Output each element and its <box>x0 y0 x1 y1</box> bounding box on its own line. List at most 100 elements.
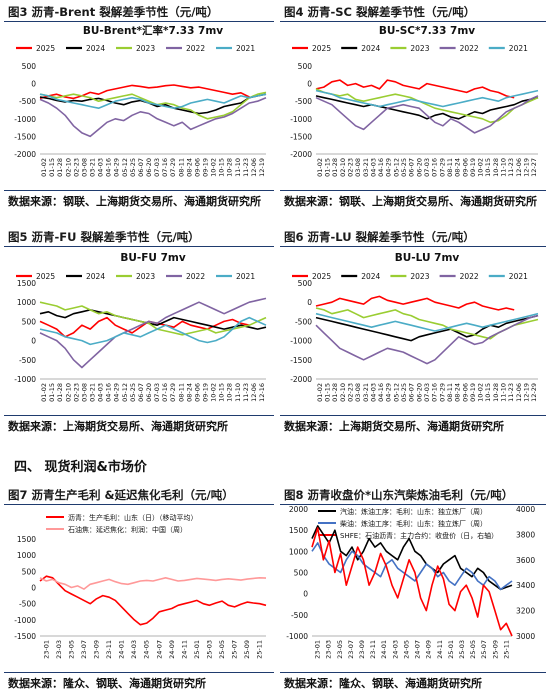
x-tick-label: 05-25 <box>129 158 137 177</box>
legend-label: 2024 <box>361 44 380 53</box>
x-tick-label: 08-11 <box>177 383 185 402</box>
x-tick-label: 24-01 <box>380 640 388 659</box>
source-note: 数据来源：钢联、上海期货交易所、海通期货研究所 <box>284 195 537 208</box>
legend-label: 2021 <box>236 44 255 53</box>
x-tick-label: 25-01 <box>193 640 201 659</box>
y-tick-label: -1000 <box>286 632 308 641</box>
chart-asphalt-margin: 沥青：生产毛利：山东（日）（移动平均） 石油焦：延迟焦化：利润：中国（周） 1500… <box>14 513 267 659</box>
x-tick-label: 12-06 <box>250 158 258 177</box>
x-tick-label: 24-03 <box>130 640 138 659</box>
x-tick-label: 23-07 <box>347 640 355 659</box>
src1-rule <box>4 190 274 191</box>
x-tick-label: 02-10 <box>339 158 347 177</box>
x-tick-label: 11-23 <box>507 158 515 177</box>
x-tick-label: 04-03 <box>97 158 105 177</box>
fig6-label: 图6 沥青-LU 裂解差季节性（元/吨） <box>284 230 475 244</box>
x-tick-label: 24-07 <box>155 640 163 659</box>
x-tick-label: 03-21 <box>362 383 370 402</box>
x-tick-label: 09-19 <box>469 158 477 177</box>
x-tick-label: 02-10 <box>64 158 72 177</box>
x-tick-label: 05-25 <box>400 158 408 177</box>
y-tick-label: -500 <box>295 317 312 326</box>
series-line-2023 <box>39 91 267 120</box>
y-tick-label: 500 <box>22 62 37 71</box>
x-tick-label: 10-28 <box>226 158 234 177</box>
legend-label: 2021 <box>236 272 255 281</box>
fig7-rule <box>4 504 274 505</box>
x-tick-label: 12-06 <box>515 158 523 177</box>
series-line-2021 <box>39 316 267 346</box>
legend-label: 2022 <box>186 44 205 53</box>
series-line-2022 <box>315 314 539 365</box>
x-tick-label: 01-02 <box>40 383 48 402</box>
x-tick-label: 11-10 <box>500 158 508 177</box>
x-tick-label: 05-12 <box>121 158 129 177</box>
src4-rule <box>280 415 546 416</box>
x-tick-label: 10-02 <box>477 158 485 177</box>
x-tick-label: 12-27 <box>530 158 538 177</box>
x-tick-label: 25-11 <box>502 640 510 659</box>
y-tick-label: -1000 <box>14 616 36 625</box>
x-tick-label: 24-03 <box>391 640 399 659</box>
y2-tick-label: 3800 <box>516 530 535 539</box>
series-line-2025 <box>315 79 515 99</box>
x-tick-label: 10-15 <box>218 158 226 177</box>
x-tick-label: 01-28 <box>56 158 64 177</box>
x-tick-label: 12-06 <box>515 383 523 402</box>
x-tick-label: 01-28 <box>331 158 339 177</box>
y-tick-label: -2000 <box>290 375 312 384</box>
y-tick-label: -1000 <box>14 375 36 384</box>
x-tick-label: 05-12 <box>392 383 400 402</box>
y2-tick-label: 3400 <box>516 581 535 590</box>
x-tick-label: 04-16 <box>105 158 113 177</box>
x-tick-label: 25-09 <box>491 640 499 659</box>
x-tick-label: 07-16 <box>431 383 439 402</box>
y-tick-label: 500 <box>22 317 37 326</box>
x-tick-label: 09-19 <box>201 383 209 402</box>
y-tick-label: -1500 <box>290 356 312 365</box>
fig5-rule <box>4 246 274 247</box>
x-tick-label: 25-05 <box>469 640 477 659</box>
y2-tick-label: 3600 <box>516 556 535 565</box>
series-line-2021 <box>315 89 539 108</box>
legend-label: 2023 <box>410 272 429 281</box>
chart-title: BU-Brent*汇率*7.33 7mv <box>83 24 223 37</box>
legend-label: 2023 <box>136 44 155 53</box>
chart-bu-brent: BU-Brent*汇率*7.33 7mv 2025 2024 2023 2022 2021… <box>14 24 267 177</box>
x-tick-label: 01-02 <box>316 383 324 402</box>
y-tick-label: 1000 <box>289 547 308 556</box>
series-line-2025 <box>39 316 250 338</box>
series-line-2022 <box>39 96 267 138</box>
y-tick-label: 0 <box>31 337 36 346</box>
x-tick-label: 03-08 <box>80 158 88 177</box>
fig3-rule <box>4 21 274 22</box>
legend-label: 2024 <box>86 272 105 281</box>
series-line- <box>39 577 267 590</box>
y-tick-label: 500 <box>294 569 309 578</box>
x-tick-label: 01-15 <box>48 383 56 402</box>
x-tick-label: 06-20 <box>145 158 153 177</box>
series-line-2022 <box>315 95 539 134</box>
legend-label: 2025 <box>36 44 55 53</box>
y-tick-label: 2000 <box>289 505 308 514</box>
x-tick-label: 23-03 <box>325 640 333 659</box>
series-line- <box>311 542 513 591</box>
legend-label: 石油焦：延迟焦化：利润：中国（周） <box>68 525 187 534</box>
x-tick-label: 24-11 <box>436 640 444 659</box>
src3-rule <box>4 415 274 416</box>
x-tick-label: 12-16 <box>258 383 266 402</box>
x-tick-label: 02-10 <box>64 383 72 402</box>
series-line-2021 <box>315 312 539 332</box>
x-tick-label: 01-02 <box>316 158 324 177</box>
x-tick-label: 04-16 <box>105 383 113 402</box>
x-tick-label: 04-29 <box>385 383 393 402</box>
y-tick-label: -1000 <box>290 115 312 124</box>
x-tick-label: 07-29 <box>169 158 177 177</box>
x-tick-label: 10-28 <box>492 383 500 402</box>
y-tick-label: 0 <box>303 590 308 599</box>
x-tick-label: 03-21 <box>88 383 96 402</box>
x-tick-label: 08-24 <box>454 383 462 402</box>
fig3-label: 图3 沥青-Brent 裂解差季节性（元/吨） <box>8 5 219 19</box>
x-tick-label: 03-21 <box>362 158 370 177</box>
legend-label: 2024 <box>361 272 380 281</box>
